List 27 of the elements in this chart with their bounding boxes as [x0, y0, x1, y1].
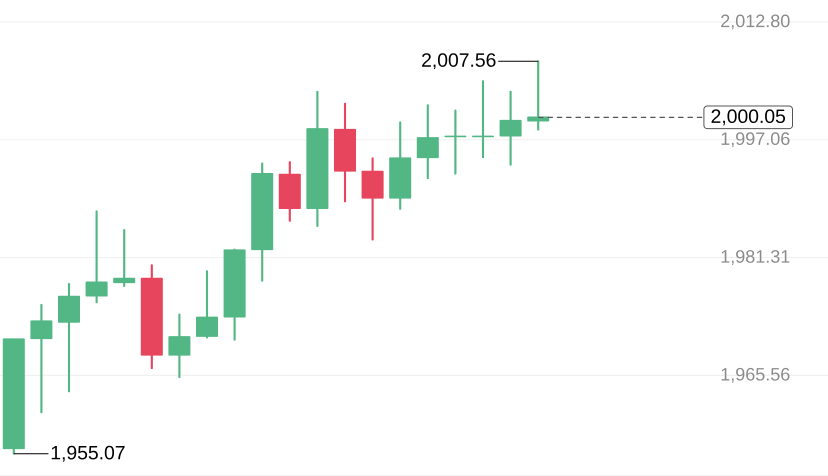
candlestick [527, 60, 550, 130]
y-tick-label: 1,997.06 [722, 132, 790, 148]
candlestick [86, 210, 108, 304]
candlestick [2, 338, 25, 455]
candlestick [500, 90, 522, 166]
candlestick [389, 121, 412, 210]
annotation: 2,007.56 [422, 53, 496, 70]
candlestick [168, 314, 190, 378]
candlestick [444, 109, 466, 175]
candlestick [416, 104, 439, 180]
candlestick [140, 264, 163, 370]
annotation: 1,955.07 [52, 446, 125, 462]
candlestick [472, 80, 494, 158]
ref-line-label: 2,000.05 [712, 109, 786, 126]
candlestick [251, 162, 274, 282]
candlestick [334, 102, 356, 202]
candlestick [113, 229, 136, 287]
candlestick [306, 90, 328, 227]
y-tick-label: 2,012.80 [721, 14, 790, 30]
candlestick [196, 270, 218, 338]
candlestick [224, 248, 246, 341]
candlestick [278, 161, 301, 222]
y-tick-label: 1,965.56 [722, 368, 790, 383]
candlestick [30, 304, 52, 414]
y-tick-label: 1,981.31 [722, 250, 790, 265]
candlestick [58, 282, 80, 392]
candlestick [362, 157, 384, 240]
